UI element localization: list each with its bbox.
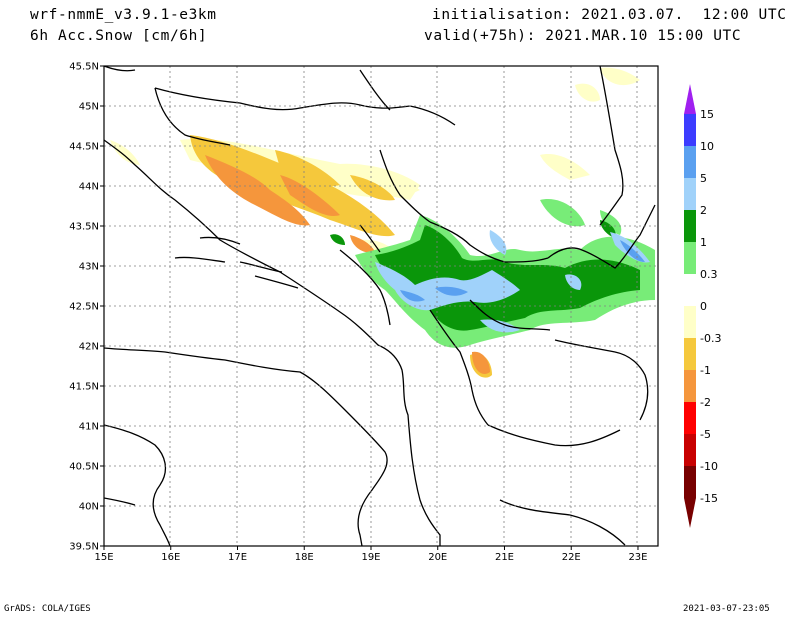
colorbar-label: -5	[700, 428, 711, 441]
y-tick-label: 44N	[79, 182, 99, 193]
colorbar-segment	[684, 274, 696, 306]
colorbar-label: -1	[700, 364, 711, 377]
colorbar-label: 2	[700, 204, 707, 217]
y-tick-label: 39.5N	[69, 542, 99, 553]
y-tick-label: 43N	[79, 262, 99, 273]
footer-credit: GrADS: COLA/IGES	[4, 604, 91, 614]
colorbar-segment	[684, 210, 696, 242]
colorbar-segment	[684, 242, 696, 274]
y-tick-label: 40N	[79, 502, 99, 513]
model-title: wrf-nmmE_v3.9.1-e3km	[30, 7, 217, 23]
y-tick-label: 41N	[79, 422, 99, 433]
colorbar-segment	[684, 434, 696, 466]
colorbar-label: 1	[700, 236, 707, 249]
colorbar-label: -10	[700, 460, 718, 473]
x-tick-label: 15E	[94, 552, 113, 563]
x-tick-label: 20E	[428, 552, 447, 563]
colorbar-label: 5	[700, 172, 707, 185]
colorbar-label: -0.3	[700, 332, 721, 345]
colorbar-segment	[684, 306, 696, 338]
colorbar-segment	[684, 370, 696, 402]
x-tick-label: 18E	[295, 552, 314, 563]
colorbar-segment	[684, 402, 696, 434]
x-tick-label: 23E	[628, 552, 647, 563]
colorbar-segment	[684, 466, 696, 498]
gridlines	[104, 66, 658, 546]
x-tick-label: 21E	[495, 552, 514, 563]
colorbar-segment	[684, 146, 696, 178]
snow-shading	[110, 67, 655, 378]
y-tick-label: 45N	[79, 102, 99, 113]
y-tick-label: 44.5N	[69, 142, 99, 153]
x-tick-label: 17E	[228, 552, 247, 563]
coastlines-borders	[104, 66, 656, 546]
colorbar-label: 0	[700, 300, 707, 313]
colorbar-label: 15	[700, 108, 714, 121]
y-axis-ticks: 45.5N 45N 44.5N 44N 43.5N 43N 42.5N 42N 41.5N 41N…	[69, 62, 104, 553]
valid-time: valid(+75h): 2021.MAR.10 15:00 UTC	[424, 28, 742, 44]
colorbar-segment	[684, 178, 696, 210]
footer-timestamp: 2021-03-07-23:05	[683, 604, 770, 614]
x-tick-label: 19E	[361, 552, 380, 563]
colorbar-bottom-arrow	[684, 498, 696, 528]
colorbar-label: 10	[700, 140, 714, 153]
init-time: initialisation: 2021.03.07. 12:00 UTC	[432, 7, 787, 23]
colorbar-label: 0.3	[700, 268, 718, 281]
colorbar-segment	[684, 114, 696, 146]
x-axis-ticks: 15E 16E 17E 18E 19E 20E 21E 22E 23E	[94, 546, 647, 563]
y-tick-label: 41.5N	[69, 382, 99, 393]
colorbar-segment	[684, 338, 696, 370]
colorbar: 15 10 5 2 1 0.3 0 -0.3 -1 -2 -5 -10 -15	[684, 84, 721, 528]
y-tick-label: 40.5N	[69, 462, 99, 473]
x-tick-label: 16E	[161, 552, 180, 563]
field-title: 6h Acc.Snow [cm/6h]	[30, 28, 208, 44]
x-tick-label: 22E	[562, 552, 581, 563]
colorbar-top-arrow	[684, 84, 696, 114]
y-tick-label: 42.5N	[69, 302, 99, 313]
y-tick-label: 45.5N	[69, 62, 99, 73]
y-tick-label: 43.5N	[69, 222, 99, 233]
colorbar-label: -2	[700, 396, 711, 409]
y-tick-label: 42N	[79, 342, 99, 353]
colorbar-label: -15	[700, 492, 718, 505]
